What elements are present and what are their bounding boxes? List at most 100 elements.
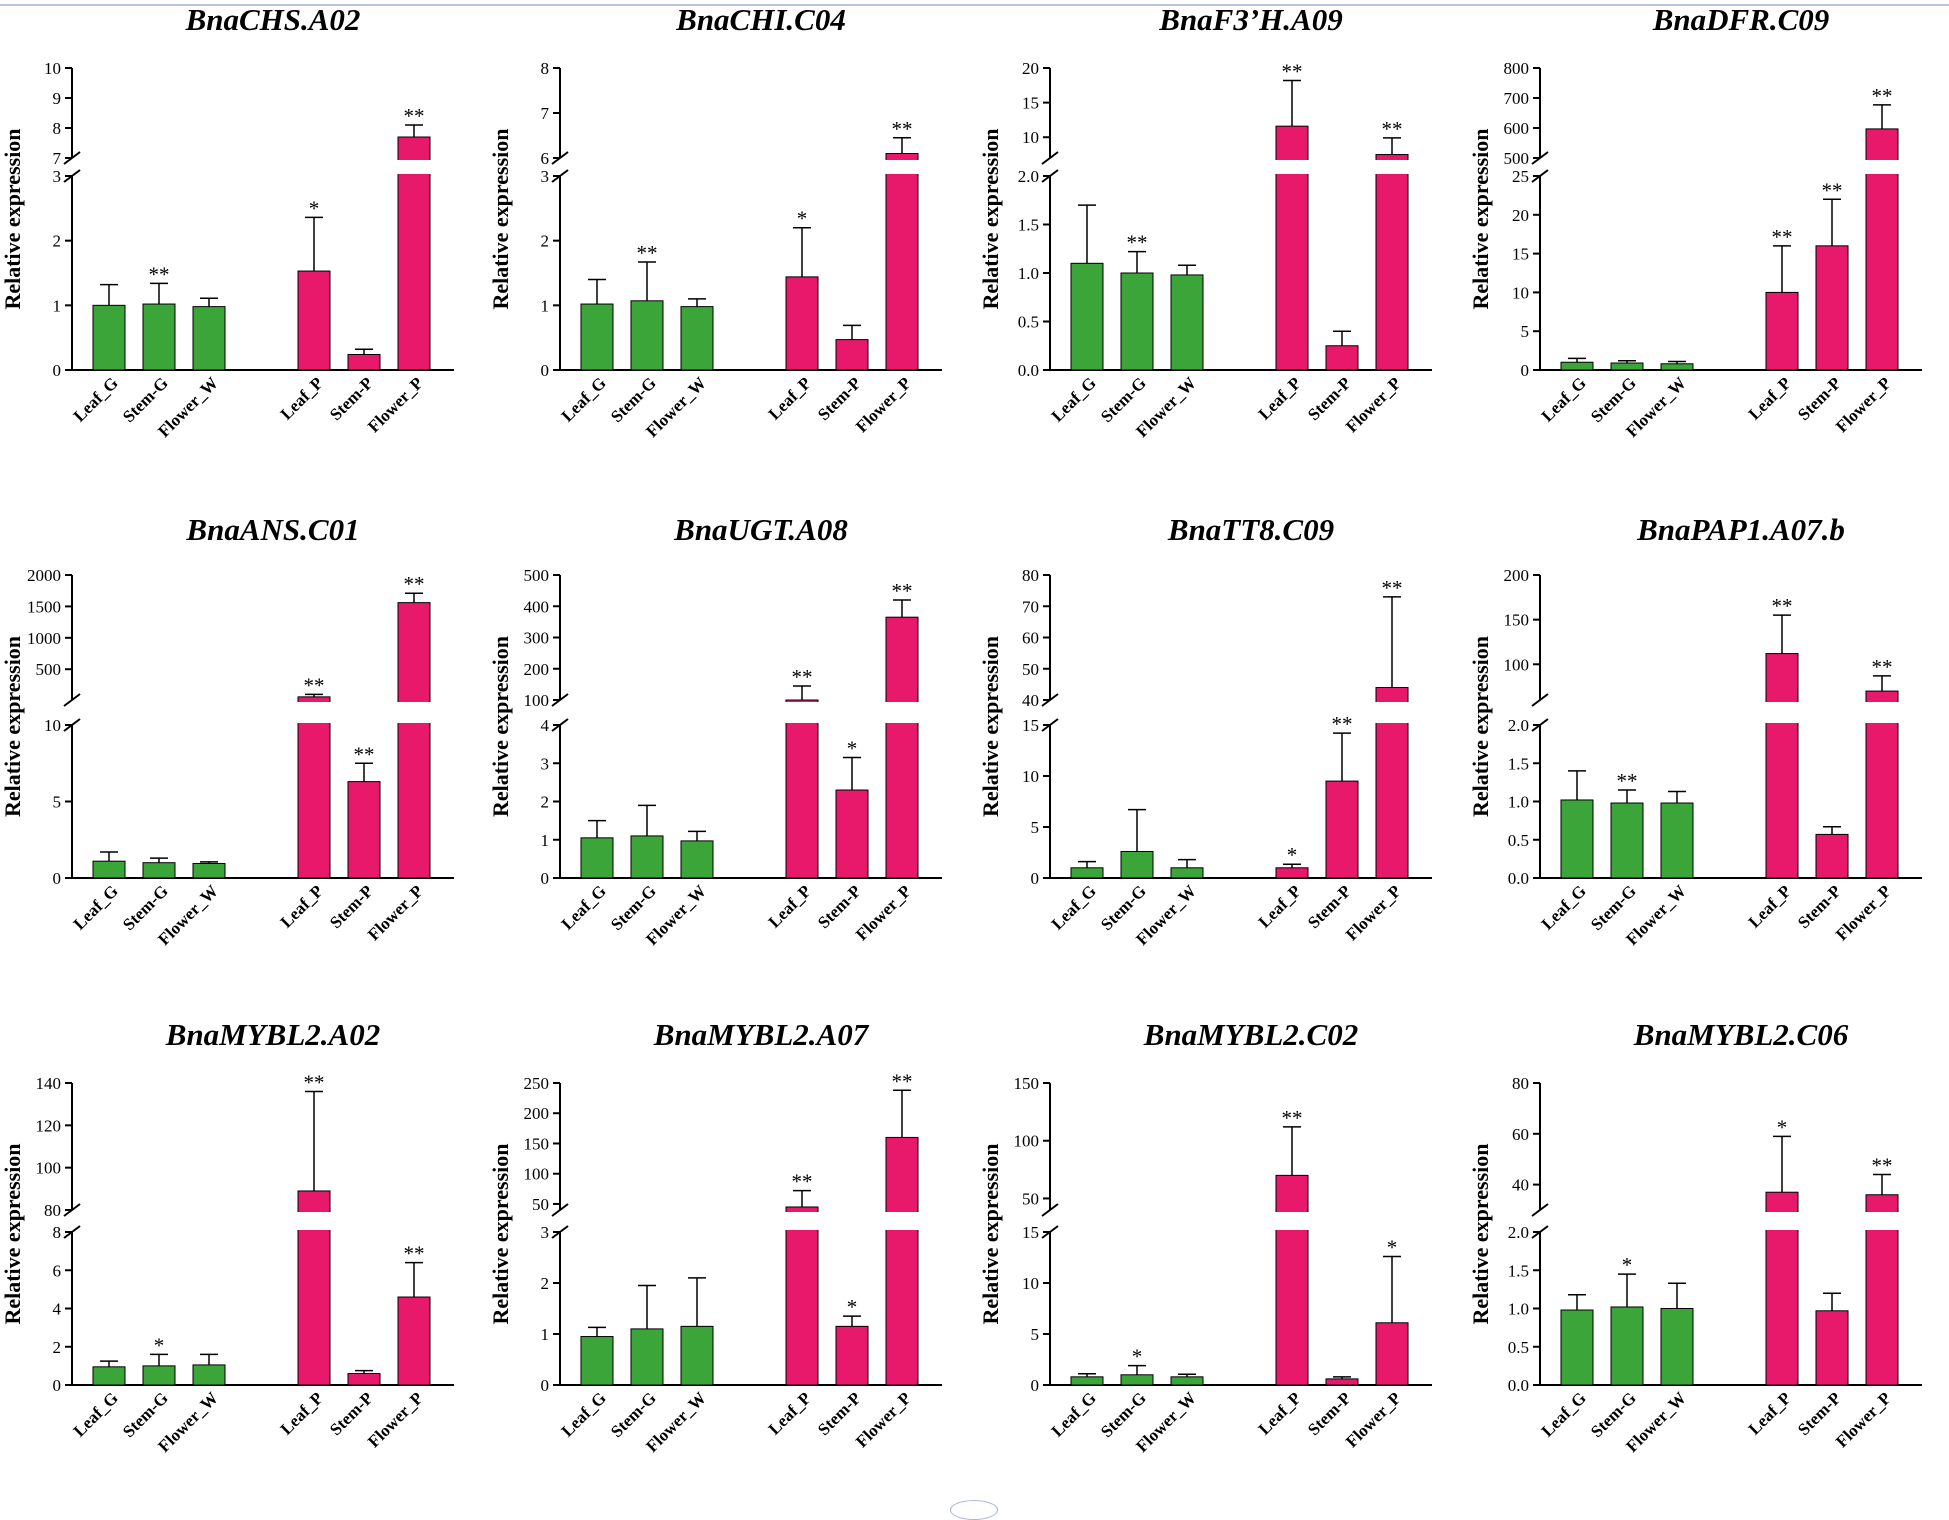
y-tick-label: 15	[1022, 1223, 1039, 1242]
bar-break-gap	[1865, 702, 1899, 723]
y-tick-label: 0.5	[1508, 1338, 1529, 1357]
y-axis-label: Relative expression	[978, 1143, 1003, 1324]
y-tick-label: 3	[53, 167, 62, 186]
panel-title: BnaANS.C01	[185, 512, 359, 547]
y-tick-label: 5	[1521, 322, 1530, 341]
bar-stem-p	[835, 1325, 869, 1386]
bar-stem-g	[1120, 272, 1154, 371]
bar-leaf_p	[1275, 1174, 1309, 1386]
y-tick-label: 2	[541, 793, 550, 812]
bar-flower_w	[1660, 1308, 1694, 1386]
y-axis-label: Relative expression	[0, 636, 25, 817]
y-tick-label: 0.0	[1508, 869, 1529, 888]
bar-stem-g	[1120, 1374, 1154, 1386]
significance-marker: **	[404, 104, 425, 128]
bar-stem-g	[1610, 362, 1644, 371]
significance-marker: *	[1622, 1253, 1633, 1277]
y-tick-label: 1	[53, 296, 62, 315]
bar-leaf_g	[1560, 361, 1594, 371]
y-tick-label: 0.0	[1508, 1376, 1529, 1395]
x-category-label: Flower_P	[852, 1388, 915, 1451]
y-tick-label: 80	[44, 1201, 61, 1220]
x-category-label: Flower_P	[1832, 373, 1895, 436]
bar-break-gap	[1865, 160, 1899, 174]
x-category-label: Flower_P	[852, 373, 915, 436]
y-tick-label: 500	[36, 660, 62, 679]
bar-leaf_p	[785, 699, 819, 879]
y-axis-label: Relative expression	[488, 1143, 513, 1324]
y-tick-label: 0	[1031, 1376, 1040, 1395]
x-category-label: Leaf_P	[277, 881, 327, 931]
y-tick-label: 2000	[27, 566, 61, 585]
y-tick-label: 4	[53, 1300, 62, 1319]
significance-marker: **	[304, 1070, 325, 1094]
significance-marker: **	[892, 579, 913, 603]
bar-break-gap	[1275, 1212, 1309, 1230]
axis-break-mark	[1531, 1203, 1549, 1217]
y-tick-label: 700	[1504, 89, 1530, 108]
y-axis-label: Relative expression	[978, 128, 1003, 309]
y-tick-label: 0	[53, 361, 62, 380]
y-axis-label: Relative expression	[488, 636, 513, 817]
significance-marker: **	[892, 1069, 913, 1093]
bar-leaf_p	[785, 1206, 819, 1386]
x-category-label: Leaf_G	[70, 1388, 122, 1440]
bar-break-gap	[1275, 160, 1309, 174]
panel-title: BnaDFR.C09	[1652, 2, 1830, 37]
bar-leaf_p	[297, 270, 331, 371]
x-category-label: Flower_P	[1342, 881, 1405, 944]
y-tick-label: 250	[524, 1074, 550, 1093]
panel-bnamybl2-a02: BnaMYBL2.A02 Relative expression 0 2 4 6 8 80 10…	[0, 1017, 454, 1456]
significance-marker: **	[1772, 225, 1793, 249]
x-category-label: Leaf_G	[558, 1388, 610, 1440]
bar-stem-g	[630, 1328, 664, 1386]
bar-break-gap	[785, 1212, 819, 1230]
x-category-label: Flower_P	[852, 881, 915, 944]
y-tick-label: 2	[541, 1274, 550, 1293]
x-category-label: Leaf_G	[1048, 1388, 1100, 1440]
figure-top-border	[0, 4, 1949, 6]
bar-break-gap	[885, 702, 919, 723]
bar-stem-p	[1325, 345, 1359, 371]
y-tick-label: 10	[1022, 1274, 1039, 1293]
bar-leaf_p	[1765, 291, 1799, 371]
panel-title: BnaCHS.A02	[185, 2, 361, 37]
bar-leaf_g	[92, 860, 126, 879]
y-tick-label: 0	[541, 1376, 550, 1395]
panel-bnadfr-c09: BnaDFR.C09 Relative expression 0 5 10 15 20 255…	[1468, 2, 1922, 441]
x-category-label: Leaf_G	[558, 881, 610, 933]
bar-break-gap	[397, 702, 431, 723]
x-category-label: Leaf_G	[1048, 373, 1100, 425]
bar-break-gap	[1375, 160, 1409, 174]
y-tick-label: 1000	[27, 629, 61, 648]
bar-flower_w	[192, 1364, 226, 1386]
y-tick-label: 25	[1512, 167, 1529, 186]
y-axis-label: Relative expression	[1468, 128, 1493, 309]
panel-bnamybl2-c02: BnaMYBL2.C02 Relative expression 0 5 10 15 50 1…	[978, 1017, 1432, 1456]
y-tick-label: 2	[53, 232, 62, 251]
y-axis-label: Relative expression	[1468, 636, 1493, 817]
y-axis-label: Relative expression	[978, 636, 1003, 817]
page-marker-icon	[950, 1500, 998, 1520]
bar-break-gap	[1375, 702, 1409, 723]
y-tick-label: 800	[1504, 59, 1530, 78]
bar-leaf_g	[1070, 262, 1104, 371]
panel-title: BnaMYBL2.C02	[1143, 1017, 1358, 1052]
x-category-label: Leaf_P	[1255, 373, 1305, 423]
panel-bnatt8-c09: BnaTT8.C09 Relative expression 0 5 10 15 40 50 6…	[978, 512, 1432, 949]
bar-break-gap	[297, 1212, 331, 1230]
y-tick-label: 20	[1022, 59, 1039, 78]
axis-break-mark	[1531, 693, 1549, 707]
bar-flower_w	[1170, 1376, 1204, 1386]
y-tick-label: 4	[541, 716, 550, 735]
y-tick-label: 50	[532, 1195, 549, 1214]
bar-stem-g	[630, 300, 664, 371]
y-tick-label: 15	[1512, 245, 1529, 264]
y-tick-label: 6	[53, 1261, 62, 1280]
y-tick-label: 140	[36, 1074, 62, 1093]
bar-leaf_g	[92, 304, 126, 371]
bar-flower_w	[680, 306, 714, 371]
significance-marker: **	[304, 673, 325, 697]
x-category-label: Flower_P	[364, 373, 427, 436]
x-category-label: Leaf_P	[1745, 373, 1795, 423]
